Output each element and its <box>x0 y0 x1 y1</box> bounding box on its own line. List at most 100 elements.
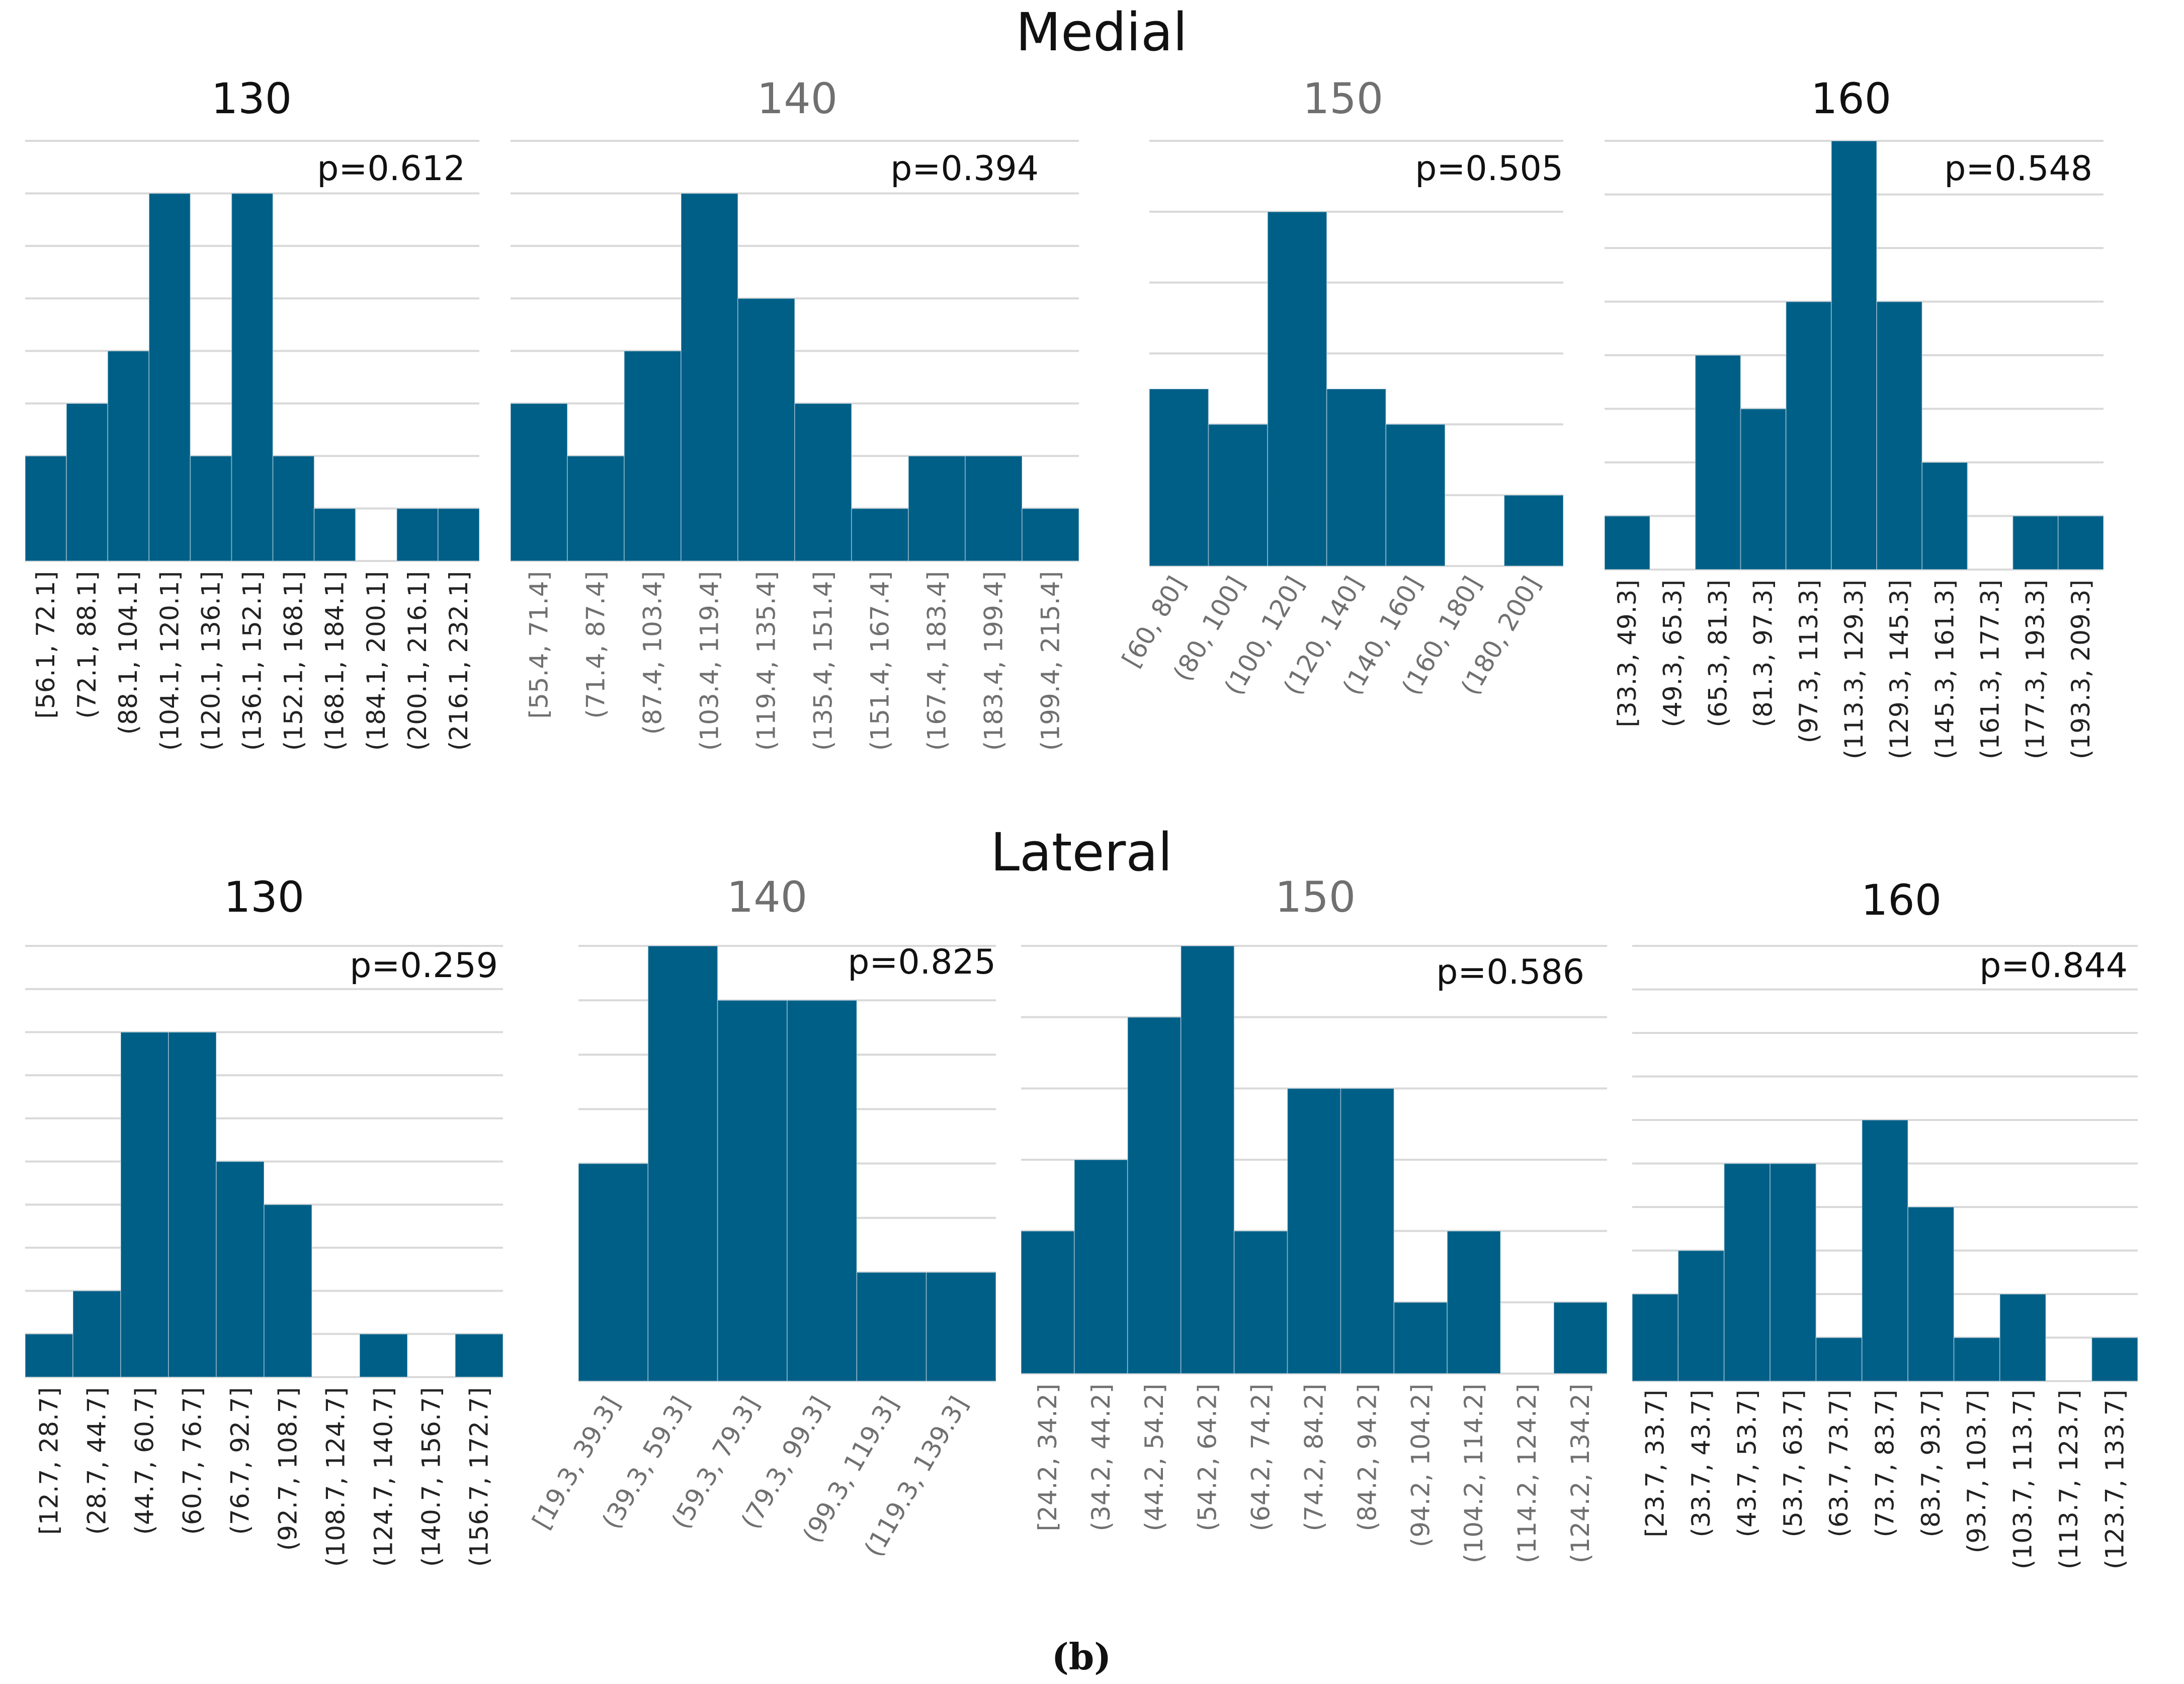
histogram-panel: 160 p=0.548 [33.3, 49.3] (49.3, 65.3] (65.3,… <box>1604 74 2104 759</box>
histogram-bar <box>851 508 909 562</box>
x-tick-label: (156.7, 172.7] <box>465 1387 494 1567</box>
histogram-bar <box>647 945 718 1382</box>
x-tick-label: (44.7, 60.7] <box>130 1387 159 1535</box>
x-tick-label: (168.1, 184.1] <box>320 571 350 751</box>
x-tick-label: (104.1, 120.1] <box>155 571 184 751</box>
histogram-bar <box>359 1333 408 1378</box>
histogram-bar <box>455 1333 503 1378</box>
histogram-bar <box>1385 424 1446 567</box>
histogram-bar <box>1073 1159 1128 1374</box>
x-tick-label: (72.1, 88.1] <box>72 571 102 718</box>
x-tick-label: (108.7, 124.7] <box>321 1387 351 1567</box>
histogram-bar <box>1815 1337 1863 1382</box>
histogram-bar <box>717 1000 788 1382</box>
x-tick-label: (124.7, 140.7] <box>369 1387 398 1567</box>
histogram-bar <box>578 1163 649 1382</box>
x-tick-label: (136.1, 152.1] <box>238 571 267 751</box>
histogram-bar <box>1021 1230 1075 1375</box>
x-tick-label: (44.2, 54.2] <box>1140 1384 1169 1531</box>
x-tick-label: (193.3, 209.3] <box>2066 580 2095 759</box>
histogram-bar <box>1233 1230 1288 1375</box>
histogram-panel: 130 p=0.259 [12.7, 28.7] (28.7, 44.7] (44.7,… <box>25 872 503 1567</box>
histogram-bar <box>1149 388 1209 567</box>
caption-close: ) <box>1094 1635 1111 1678</box>
x-tick-label: (28.7, 44.7] <box>82 1387 112 1535</box>
histogram-bar <box>313 508 356 562</box>
x-tick-label: (63.7, 73.7] <box>1824 1390 1854 1537</box>
x-tick-label: [23.7, 33.7] <box>1641 1390 1670 1537</box>
histogram-bar <box>1695 355 1741 570</box>
x-tick-label: (119.4, 135.4] <box>752 571 781 751</box>
p-value-label: p=0.612 <box>317 149 465 189</box>
histogram-bar <box>1022 508 1079 562</box>
histogram-bar <box>1287 1088 1341 1374</box>
x-tick-label: (161.3, 177.3] <box>1976 580 2005 759</box>
panel-title: 130 <box>211 74 292 123</box>
p-value-label: p=0.586 <box>1436 952 1584 992</box>
p-value-label: p=0.825 <box>848 942 996 982</box>
histogram-panels: 130 p=0.612 [56.1, 72.1] (72.1, 88.1] (88.1,… <box>25 74 2138 1569</box>
x-tick-label: (84.2, 94.2] <box>1353 1384 1382 1531</box>
histogram-bar <box>148 193 191 562</box>
histogram-bar <box>168 1031 217 1378</box>
panel-title: 160 <box>1861 875 1942 925</box>
x-tick-label: (184.1, 200.1] <box>362 571 391 751</box>
x-tick-label: (33.7, 43.7] <box>1687 1390 1716 1537</box>
x-tick-label: (152.1, 168.1] <box>279 571 308 751</box>
caption-letter: b <box>1069 1635 1094 1678</box>
x-tick-label: (92.7, 108.7] <box>274 1387 303 1551</box>
x-tick-label: (103.4, 119.4] <box>695 571 724 751</box>
histogram-bar <box>231 193 274 562</box>
p-value-label: p=0.394 <box>890 149 1039 189</box>
x-tick-label: (135.4, 151.4] <box>809 571 838 751</box>
histogram-bar <box>107 350 150 562</box>
histogram-bar <box>1447 1230 1501 1375</box>
p-value-label: p=0.259 <box>350 946 498 986</box>
x-tick-label: (60.7, 76.7] <box>178 1387 207 1535</box>
p-value-label: p=0.548 <box>1944 149 2092 189</box>
histogram-bar <box>1921 462 1968 570</box>
histogram-bar <box>1553 1302 1608 1374</box>
x-tick-label: (123.7, 133.7] <box>2100 1390 2129 1569</box>
histogram-bar <box>72 1290 121 1378</box>
x-tick-label: (93.7, 103.7] <box>1962 1390 1991 1553</box>
histogram-bar <box>965 455 1023 562</box>
x-tick-label: (87.4, 103.4] <box>638 571 667 735</box>
histogram-bar <box>1208 424 1269 567</box>
histogram-bar <box>1604 515 1651 570</box>
panel-title: 150 <box>1275 872 1356 922</box>
panel-title: 140 <box>757 74 837 123</box>
x-tick-label: (49.3, 65.3] <box>1658 580 1687 727</box>
x-tick-label: (140.7, 156.7] <box>417 1387 446 1567</box>
x-tick-label: (64.2, 74.2] <box>1246 1384 1276 1531</box>
histogram-bar <box>437 508 480 562</box>
histogram-bar <box>1340 1088 1395 1374</box>
x-tick-label: (216.1, 232.1] <box>444 571 473 751</box>
panel-title: 140 <box>727 872 807 922</box>
figure-caption: (b) <box>1052 1635 1112 1678</box>
x-tick-label: (183.4, 199.4] <box>979 571 1009 751</box>
histogram-bar <box>272 455 315 562</box>
x-tick-label: (73.7, 83.7] <box>1871 1390 1900 1537</box>
x-tick-label: [55.4, 71.4] <box>525 571 554 718</box>
panel-title: 150 <box>1303 74 1383 123</box>
x-tick-label: (104.2, 114.2] <box>1459 1384 1488 1563</box>
x-tick-label: (83.7, 93.7] <box>1916 1390 1946 1537</box>
x-tick-label: (103.7, 113.7] <box>2008 1390 2038 1569</box>
panel-title: 130 <box>224 872 304 922</box>
x-tick-label: (120.1, 136.1] <box>196 571 225 751</box>
histogram-bar <box>1907 1207 1955 1382</box>
histogram-bar <box>1267 211 1327 567</box>
histogram-bar <box>1830 140 1878 570</box>
histogram-bar <box>1723 1163 1771 1382</box>
x-tick-label: (94.2, 104.2] <box>1406 1384 1435 1547</box>
caption-open: ( <box>1052 1635 1069 1678</box>
x-tick-label: (65.3, 81.3] <box>1703 580 1732 727</box>
x-tick-label: (129.3, 145.3] <box>1885 580 1914 759</box>
histogram-bar <box>856 1271 927 1382</box>
histogram-bar <box>510 403 568 562</box>
histogram-bar <box>1953 1337 2000 1382</box>
histogram-bar <box>1677 1250 1725 1382</box>
